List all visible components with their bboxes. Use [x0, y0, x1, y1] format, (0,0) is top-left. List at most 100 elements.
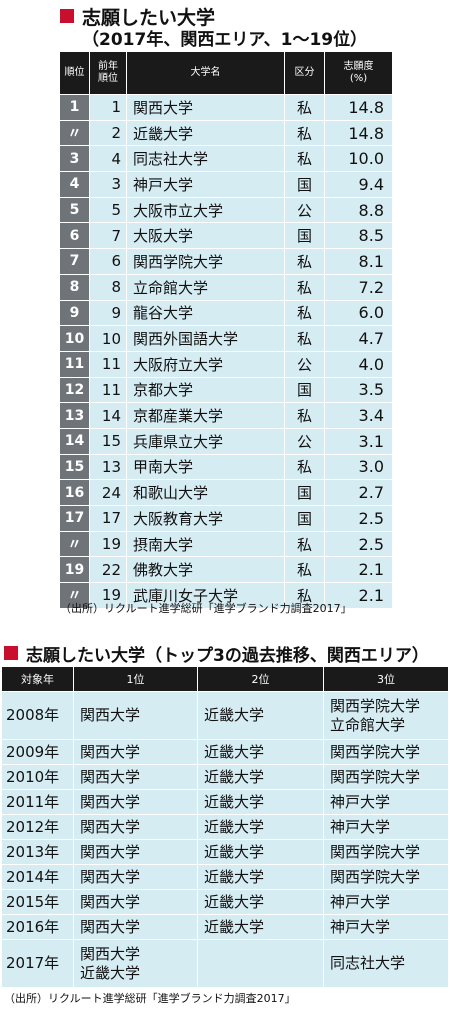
- university-name: 関西大学: [80, 917, 141, 936]
- table-row: 5 5 大阪市立大学公 8.8: [60, 196, 392, 223]
- table-row: 2011年 関西大学 近畿大学 神戸大学: [2, 789, 448, 814]
- third-place-cell: 関西学院大学: [324, 840, 448, 864]
- year-cell: 2011年: [2, 790, 74, 814]
- type-cell: 私: [285, 120, 325, 146]
- type-cell: 公: [285, 428, 325, 454]
- university-name: 関西学院大学: [330, 842, 421, 861]
- first-place-cell: 関西大学: [74, 890, 198, 914]
- rate-cell: 2.1: [358, 560, 384, 580]
- year-cell: 2014年: [2, 865, 74, 889]
- type-cell: 私: [285, 95, 325, 120]
- university-name-cell: 近畿大学: [127, 120, 285, 146]
- rank-cell: 6: [60, 223, 90, 249]
- rank-cell: 7: [60, 249, 90, 274]
- rank-cell: 4: [60, 172, 90, 197]
- title-marker-square: [60, 9, 74, 23]
- table-row: 7 6 関西学院大学私 8.1: [60, 248, 392, 274]
- first-place-cell: 関西大学 近畿大学: [74, 940, 198, 987]
- rate-cell: 14.8: [348, 123, 384, 143]
- prev-rank-cell: 9: [90, 300, 127, 326]
- university-name: 神戸大学: [330, 792, 391, 811]
- header-prev-rank: 前年 順位: [90, 52, 127, 94]
- third-place-cell: 同志社大学: [324, 940, 448, 987]
- type-cell: 私: [285, 146, 325, 172]
- prev-rank-cell: 17: [90, 506, 127, 531]
- history-table-body: 2008年 関西大学 近畿大学 関西学院大学 立命館大学 2009年 関西大学 近畿大学 関西学…: [2, 691, 448, 987]
- rate-cell: 8.8: [358, 200, 384, 220]
- prev-rank-cell: 5: [90, 197, 127, 223]
- header-first: 1位: [74, 667, 198, 691]
- header-second: 2位: [198, 667, 324, 691]
- rate-cell: 2.7: [358, 483, 384, 503]
- year-cell: 2017年: [2, 940, 74, 987]
- rank-cell: 〃: [60, 120, 90, 146]
- university-name: 関西学院大学: [330, 696, 421, 715]
- type-cell: 国: [285, 506, 325, 531]
- rank-cell: 17: [60, 506, 90, 531]
- table-row: 12 11 京都大学国 3.5: [60, 376, 392, 403]
- first-place-cell: 関西大学: [74, 815, 198, 839]
- university-name-cell: 龍谷大学: [127, 300, 285, 326]
- third-place-cell: 関西学院大学 立命館大学: [324, 692, 448, 739]
- university-name: 関西大学: [80, 706, 141, 724]
- prev-rank-cell: 19: [90, 583, 127, 608]
- type-cell: 公: [285, 351, 325, 377]
- third-place-cell: 神戸大学: [324, 915, 448, 939]
- prev-rank-cell: 11: [90, 351, 127, 377]
- prev-rank-cell: 11: [90, 377, 127, 403]
- rank-cell: 13: [60, 403, 90, 428]
- table-row: 2013年 関西大学 近畿大学 関西学院大学: [2, 839, 448, 864]
- prev-rank-cell: 2: [90, 120, 127, 146]
- university-name-cell: 兵庫県立大学: [127, 428, 285, 454]
- header-rate: 志願度 (%): [343, 61, 374, 84]
- third-place-cell: 神戸大学: [324, 790, 448, 814]
- table-row: 10 10 関西外国語大学私 4.7: [60, 325, 392, 351]
- prev-rank-cell: 22: [90, 557, 127, 583]
- prev-rank-cell: 24: [90, 480, 127, 505]
- second-place-cell: 近畿大学: [198, 765, 324, 789]
- university-name-cell: 京都産業大学: [127, 403, 285, 428]
- university-name-cell: 大阪教育大学: [127, 506, 285, 531]
- table-row: 13 14 京都産業大学私 3.4: [60, 402, 392, 428]
- rate-cell: 2.1: [358, 585, 384, 605]
- university-name: 神戸大学: [330, 817, 391, 836]
- university-name: 関西大学: [80, 792, 141, 811]
- year-cell: 2008年: [2, 692, 74, 739]
- second-place-cell: [198, 940, 324, 987]
- university-name: 関西大学: [80, 867, 141, 886]
- rate-cell: 8.1: [358, 251, 384, 271]
- header-university-name: 大学名: [127, 52, 285, 94]
- second-place-cell: 近畿大学: [198, 915, 324, 939]
- table-row: 11 11 大阪府立大学公 4.0: [60, 350, 392, 377]
- chart1-title: 志願したい大学: [82, 6, 216, 29]
- prev-rank-cell: 6: [90, 249, 127, 274]
- first-place-cell: 関西大学: [74, 865, 198, 889]
- third-place-cell: 神戸大学: [324, 815, 448, 839]
- prev-rank-cell: 13: [90, 454, 127, 480]
- second-place-cell: 近畿大学: [198, 890, 324, 914]
- type-cell: 私: [285, 583, 325, 608]
- chart1-subtitle: （2017年、関西エリア、1～19位）: [82, 30, 368, 50]
- university-name-cell: 神戸大学: [127, 172, 285, 197]
- university-name: 神戸大学: [330, 892, 391, 911]
- prev-rank-cell: 19: [90, 531, 127, 557]
- university-name: 近畿大学: [204, 817, 265, 836]
- university-name: 関西大学: [80, 742, 141, 761]
- university-name-cell: 京都大学: [127, 377, 285, 403]
- rank-cell: 3: [60, 146, 90, 172]
- prev-rank-cell: 3: [90, 172, 127, 197]
- rank-cell: 12: [60, 377, 90, 403]
- table-row: 2010年 関西大学 近畿大学 関西学院大学: [2, 764, 448, 789]
- university-name-cell: 関西学院大学: [127, 249, 285, 274]
- year-cell: 2010年: [2, 765, 74, 789]
- table-row: 〃 19 摂南大学私 2.5: [60, 530, 392, 557]
- rank-cell: 14: [60, 428, 90, 454]
- second-place-cell: 近畿大学: [198, 840, 324, 864]
- university-name: 近畿大学: [204, 867, 265, 886]
- table-row: 8 8 立命館大学私 7.2: [60, 273, 392, 300]
- rank-cell: 〃: [60, 583, 90, 608]
- type-cell: 私: [285, 249, 325, 274]
- type-cell: 国: [285, 377, 325, 403]
- chart2-title-block: 志願したい大学（トップ3の過去推移、関西エリア）: [4, 640, 429, 666]
- chart2-title: 志願したい大学（トップ3の過去推移、関西エリア）: [26, 645, 429, 666]
